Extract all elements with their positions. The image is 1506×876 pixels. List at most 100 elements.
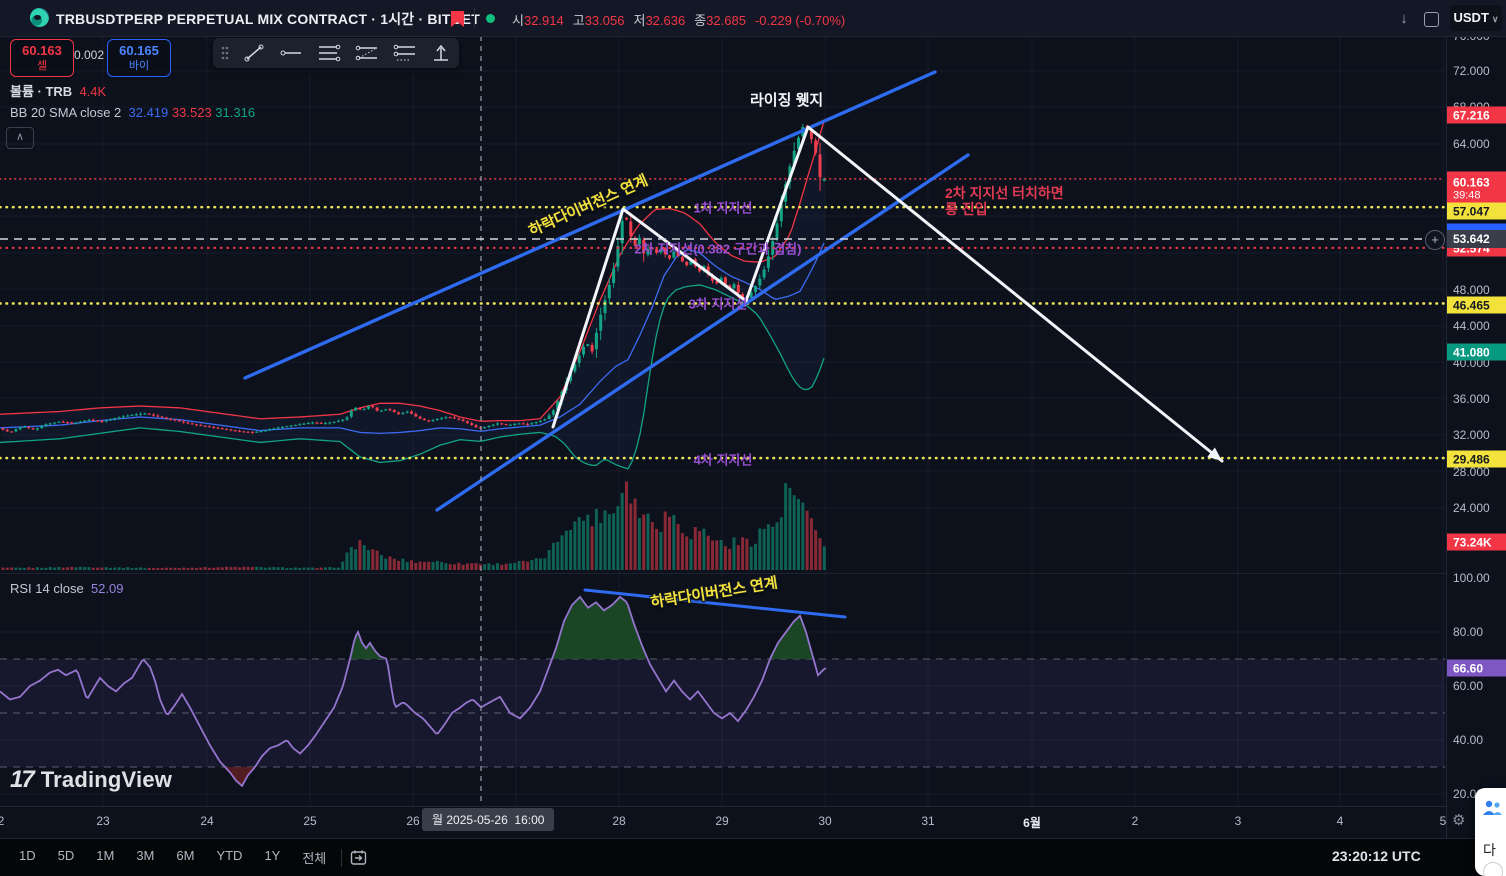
trend-line-tool-icon[interactable] [243,43,265,63]
support3-label[interactable]: 3차 지지선 [688,296,748,312]
tradingview-watermark[interactable]: 17 TradingView [10,766,173,793]
popup-text: 다 [1483,842,1496,858]
time-tick-label: 25 [303,814,317,828]
price-tick-label: 44.000 [1453,319,1490,333]
time-tick-label: 24 [200,814,214,828]
time-tick-label: 3 [1234,814,1242,828]
rsi-plot [0,595,827,788]
add-alert-plus-icon[interactable]: + [1425,230,1445,250]
fullscreen-icon[interactable] [1424,12,1439,27]
divider [474,8,475,28]
range-button-3m[interactable]: 3M [136,848,155,863]
open-value: 32.914 [523,13,564,28]
bb-lower-value: 31.316 [215,105,256,120]
trend-line-wedge-lower[interactable] [435,153,970,512]
time-tick-label: 2 [1131,814,1139,828]
price-tick-label: 80.00 [1453,625,1484,639]
price-tick-label: 24.000 [1453,501,1490,515]
spread-value: 0.002 [74,48,105,62]
price-axis-label: 66.60 [1447,659,1506,677]
gear-icon[interactable]: ⚙ [1452,812,1466,829]
support1-label[interactable]: 1차 지지선 [693,200,753,216]
price-tick-label: 72.000 [1453,64,1490,78]
volume-bars [1,481,826,570]
flag-icon[interactable] [451,11,464,27]
price-axis-label: 46.465 [1447,296,1506,314]
divider [341,848,343,867]
app-logo-icon[interactable] [30,8,49,27]
range-button-1m[interactable]: 1M [96,848,115,863]
drag-handle-icon[interactable] [221,46,229,60]
price-axis-label: 53.642 [1447,230,1506,248]
support2-label[interactable]: 2차 지지선(0.382 구간과 겹침) [634,241,802,257]
high-value: 33.056 [584,13,625,28]
fib-retracement-tool-icon[interactable] [317,43,341,63]
time-tick-label: 30 [818,814,832,828]
currency-selector[interactable]: USDT ∨ [1450,5,1502,31]
time-tick-label: 2 [0,814,5,828]
go-to-date-icon[interactable] [350,849,368,867]
range-button-5d[interactable]: 5D [57,848,75,863]
price-tick-label: 28.000 [1453,465,1490,479]
fib-extension-tool-icon[interactable] [393,43,417,63]
rising-wedge-label[interactable]: 라이징 웻지 [750,92,824,109]
chevron-down-icon: ∨ [1491,14,1499,24]
range-button-1d[interactable]: 1D [19,848,36,863]
range-button-1y[interactable]: 1Y [264,848,281,863]
time-axis[interactable]: 2 23 24 25 26 28 29 30 31 6월 2 3 4 5 [0,806,1446,839]
support4-label[interactable]: 4차 지지선 [693,452,753,468]
support-lines[interactable] [0,205,1447,460]
drawing-toolbar [213,38,459,68]
bb-middle-value: 32.419 [128,105,169,120]
price-axis-label: 41.080 [1447,343,1506,361]
price-tick-label: 100.00 [1453,571,1490,585]
volume-value: 4.4K [79,84,107,99]
collapse-legend-button[interactable]: ∧ [6,127,34,149]
long-position-tool-icon[interactable] [431,43,451,63]
bb-legend[interactable]: BB 20 SMA close 2 32.419 33.523 31.316 [10,105,256,120]
touch-note-label[interactable]: 2차 지지선 터치하면 롱 진입 [945,185,1064,217]
market-status-dot [486,14,495,23]
rsi-legend[interactable]: RSI 14 close 52.09 [10,581,124,596]
price-tick-label: 60.00 [1453,679,1484,693]
time-tick-label: 28 [612,814,626,828]
horizontal-ray-tool-icon[interactable] [279,43,303,63]
bb-upper-value: 33.523 [171,105,212,120]
time-tick-label: 26 [406,814,420,828]
bottom-toolbar: 1D 5D 1M 3M 6M YTD 1Y 전체 23:20:12 UTC [0,838,1506,876]
top-toolbar: TRBUSDTPERP PERPETUAL MIX CONTRACT · 1시간… [0,0,1506,37]
volume-legend[interactable]: 볼륨 · TRB 4.4K [10,84,107,99]
crosshair [0,36,1445,806]
rsi-value: 52.09 [90,581,124,596]
time-tick-label: 6월 [1023,816,1041,830]
price-tick-label: 36.000 [1453,392,1490,406]
price-axis[interactable]: 76.00072.00068.00064.00048.00044.00040.0… [1446,0,1506,838]
range-button-6m[interactable]: 6M [176,848,195,863]
close-value: 32.685 [706,13,746,28]
crosshair-date-tooltip: 월 2025-05-26 16:00 [422,808,555,831]
sell-button[interactable]: 60.163 셀 [10,39,74,77]
trend-line-wedge-upper[interactable] [243,70,937,380]
low-value: 32.636 [645,13,686,28]
grid-lines [0,34,1445,806]
range-button-전체[interactable]: 전체 [302,851,327,866]
buy-button[interactable]: 60.165 바이 [107,39,171,77]
side-popup[interactable]: 다 [1475,788,1506,876]
price-axis-label: 67.216 [1447,106,1506,124]
price-tick-label: 32.000 [1453,428,1490,442]
fib-channel-tool-icon[interactable] [355,43,379,63]
price-axis-label: 60.163 39:48 [1447,171,1506,205]
bollinger-bands [0,121,826,470]
scroll-down-icon[interactable]: ↓ [1400,10,1408,27]
clock-utc[interactable]: 23:20:12 UTC [1332,848,1421,864]
price-axis-label: 57.047 [1447,202,1506,220]
range-button-ytd[interactable]: YTD [216,848,243,863]
trend-line-rsi-divergence[interactable] [583,588,847,619]
ohlc-readout: 시32.914 고33.056 저32.636 종32.685 -0.229 (-0.7… [512,13,846,28]
price-axis-label [1447,223,1506,233]
symbol-title[interactable]: TRBUSDTPERP PERPETUAL MIX CONTRACT · 1시간… [56,11,480,27]
price-axis-label: 29.486 [1447,450,1506,468]
time-tick-label: 23 [96,814,110,828]
